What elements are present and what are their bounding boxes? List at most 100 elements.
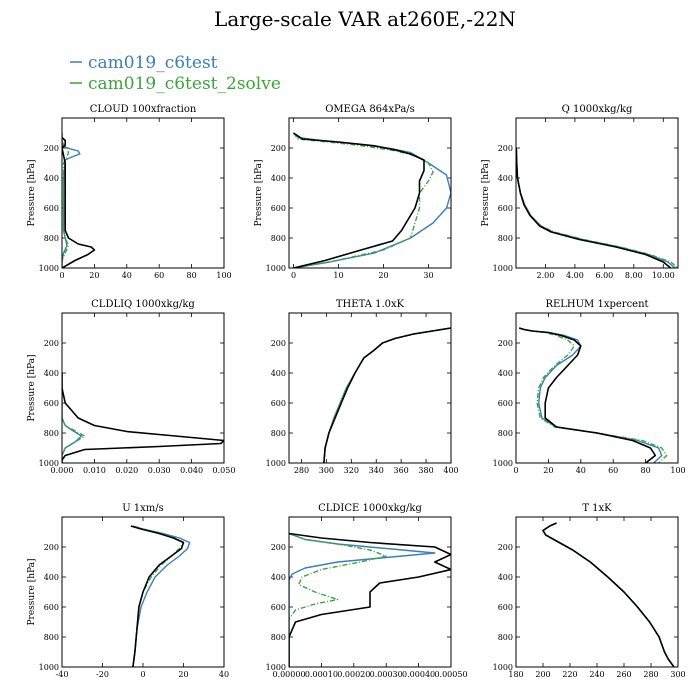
plot-frame (515, 117, 679, 269)
x-tick-label: 20 (543, 466, 553, 475)
y-tick-label: 200 (498, 144, 513, 153)
panel-title: CLDICE 1000xkg/kg (318, 503, 422, 514)
y-tick-label: 200 (271, 543, 286, 552)
series-line-3 (130, 525, 185, 667)
panel-5: THETA 1.0xK 200 400 600 800 1000 280 300 320 340 3… (266, 299, 459, 475)
x-tick-label: 180 (508, 670, 523, 679)
y-tick-label: 800 (271, 234, 286, 243)
series-line-3 (62, 373, 224, 463)
x-tick-label: 0.000 (51, 466, 74, 475)
series-group (62, 373, 224, 463)
x-tick-label: 20 (89, 271, 99, 280)
series-line-1 (289, 532, 436, 667)
figure-title: Large-scale VAR at260E,-22N (214, 7, 516, 31)
x-tick-label: 260 (616, 670, 631, 679)
x-tick-label: 0.00000 (272, 670, 305, 679)
series-group (289, 532, 451, 667)
series-line-1 (516, 147, 676, 268)
panel-title: CLDLIQ 1000xkg/kg (91, 299, 195, 310)
y-tick-label: 400 (271, 573, 286, 582)
x-tick-label: 240 (589, 670, 604, 679)
x-tick-label: 0.040 (180, 466, 203, 475)
x-tick-label: 0.00040 (402, 670, 435, 679)
plot-frame (288, 312, 452, 464)
panel-8: CLDICE 1000xkg/kg 200 400 600 800 10000.00000… (266, 503, 468, 679)
series-line-2 (292, 132, 434, 268)
panel-3: Q 1000xkg/kg 200 400 600 800 1000 2.00 4.00 6.00… (481, 104, 679, 280)
y-tick-label: 400 (44, 369, 59, 378)
x-tick-label: -40 (56, 670, 69, 679)
y-tick-label: 200 (44, 144, 59, 153)
series-group (516, 147, 678, 268)
x-tick-label: 40 (219, 670, 229, 679)
y-tick-label: 800 (498, 234, 513, 243)
x-tick-label: 100 (216, 271, 231, 280)
series-group (62, 133, 96, 268)
series-line-3 (516, 147, 672, 268)
x-tick-label: 100 (670, 466, 685, 475)
plot-frame (61, 516, 225, 668)
series-line-3 (323, 327, 451, 463)
plot-frame (515, 312, 679, 464)
x-tick-label: -20 (96, 670, 109, 679)
x-tick-label: 20 (378, 271, 388, 280)
y-tick-label: 800 (498, 633, 513, 642)
y-axis-label: Pressure [hPa] (27, 354, 37, 421)
y-tick-label: 600 (44, 204, 59, 213)
legend-label-series-2: cam019_c6test_2solve (88, 74, 281, 94)
x-tick-label: 0.00010 (305, 670, 338, 679)
x-tick-label: 360 (394, 466, 409, 475)
y-tick-label: 800 (271, 633, 286, 642)
y-tick-label: 200 (271, 144, 286, 153)
series-line-2 (62, 373, 86, 463)
x-tick-label: 30 (423, 271, 433, 280)
series-line-2 (323, 327, 451, 463)
x-tick-label: 80 (641, 466, 651, 475)
panel-title: RELHUM 1xpercent (545, 299, 648, 310)
y-tick-label: 200 (498, 339, 513, 348)
x-tick-label: 6.00 (595, 271, 613, 280)
y-tick-label: 400 (271, 369, 286, 378)
series-group (323, 327, 451, 463)
series-group (542, 522, 675, 667)
y-tick-label: 600 (271, 603, 286, 612)
x-tick-label: 380 (418, 466, 433, 475)
y-tick-label: 400 (44, 573, 59, 582)
legend: cam019_c6test cam019_c6test_2solve (70, 53, 281, 94)
x-tick-label: 0.010 (83, 466, 106, 475)
y-tick-label: 200 (498, 543, 513, 552)
x-tick-label: 400 (443, 466, 458, 475)
y-tick-label: 1000 (266, 459, 286, 468)
x-tick-label: 0.00050 (434, 670, 467, 679)
y-tick-label: 800 (44, 633, 59, 642)
y-tick-label: 600 (498, 399, 513, 408)
panel-7: U 1xm/s 200 400 600 800 1000-40 -20 0 20 40 Pressu… (27, 503, 229, 679)
x-tick-label: 340 (369, 466, 384, 475)
panel-2: OMEGA 864xPa/s 200 400 600 800 1000 0 10 20 30 Pre… (254, 104, 452, 280)
x-tick-label: 0 (59, 271, 64, 280)
series-line-3 (293, 132, 425, 268)
y-tick-label: 1000 (493, 264, 513, 273)
series-line-3 (518, 327, 657, 463)
x-tick-label: 40 (122, 271, 132, 280)
y-axis-label: Pressure [hPa] (27, 159, 37, 226)
x-tick-label: 300 (319, 466, 334, 475)
panel-title: OMEGA 864xPa/s (325, 104, 415, 115)
y-tick-label: 200 (44, 543, 59, 552)
plot-frame (61, 117, 225, 269)
x-tick-label: 8.00 (625, 271, 643, 280)
x-tick-label: 0.00030 (370, 670, 403, 679)
x-tick-label: 2.00 (537, 271, 555, 280)
legend-label-series-1: cam019_c6test (88, 53, 218, 73)
series-line-3 (542, 522, 675, 667)
x-tick-label: 10 (333, 271, 343, 280)
panel-title: CLOUD 100xfraction (90, 104, 197, 115)
y-tick-label: 400 (271, 174, 286, 183)
x-tick-label: 0.030 (148, 466, 171, 475)
y-tick-label: 200 (44, 339, 59, 348)
plot-frame (288, 516, 452, 668)
x-tick-label: 0 (513, 466, 518, 475)
